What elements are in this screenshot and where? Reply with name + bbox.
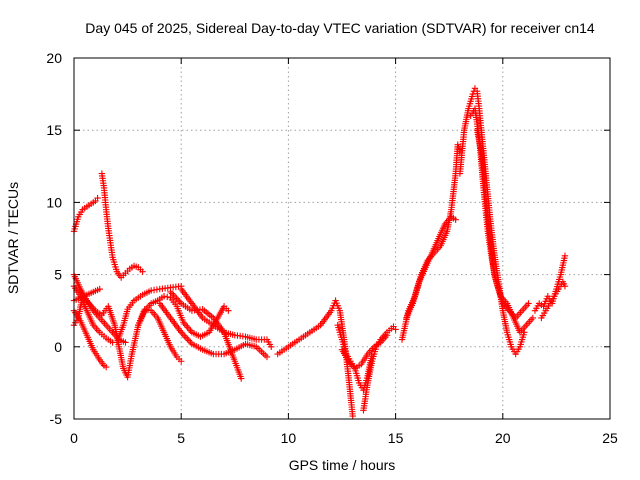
data-point [392, 326, 399, 333]
axis-ticks [73, 57, 611, 420]
x-tick-label: 10 [281, 430, 297, 446]
data-point [178, 358, 185, 365]
x-tick-label: 5 [177, 430, 185, 446]
data-marks [70, 85, 569, 420]
y-tick-label: 0 [54, 339, 62, 355]
data-point [171, 293, 179, 301]
data-point [102, 363, 110, 371]
data-point [225, 307, 232, 314]
data-point [164, 293, 171, 301]
data-point [94, 194, 101, 202]
x-tick-label: 20 [495, 430, 511, 446]
data-point [179, 330, 186, 338]
y-tick-labels: -5 0 5 10 15 20 [46, 50, 62, 427]
data-point [561, 252, 569, 260]
x-axis-label: GPS time / hours [289, 457, 396, 473]
data-point [182, 334, 189, 341]
data-point [139, 268, 146, 275]
x-tick-label: 15 [388, 430, 404, 446]
data-point [238, 375, 245, 382]
y-tick-label: 15 [46, 122, 62, 138]
data-point [185, 337, 193, 344]
y-tick-label: 20 [46, 50, 62, 66]
data-point [452, 216, 459, 223]
data-point [529, 314, 537, 322]
y-tick-label: 5 [54, 267, 62, 283]
x-tick-labels: 0 5 10 15 20 25 [70, 430, 618, 446]
data-point [187, 339, 194, 346]
plot-frame [73, 57, 611, 420]
data-point [183, 322, 190, 329]
y-tick-label: 10 [46, 194, 62, 210]
gridlines [74, 58, 610, 419]
data-point [181, 332, 188, 339]
data-point [168, 290, 176, 297]
y-axis-label: SDTVAR / TECUs [5, 182, 21, 294]
y-tick-label: -5 [50, 411, 63, 427]
data-point [173, 295, 180, 302]
data-point [349, 412, 356, 420]
chart-title: Day 045 of 2025, Sidereal Day-to-day VTE… [85, 20, 595, 36]
data-point [96, 285, 103, 293]
data-point [184, 335, 191, 343]
data-point [185, 325, 193, 333]
x-tick-label: 0 [70, 430, 78, 446]
data-point [263, 353, 271, 361]
data-point [160, 293, 168, 300]
data-point [268, 343, 275, 350]
x-tick-label: 25 [602, 430, 618, 446]
data-point [184, 324, 191, 331]
data-point [122, 339, 129, 346]
data-point [525, 300, 532, 307]
data-point [561, 282, 569, 290]
